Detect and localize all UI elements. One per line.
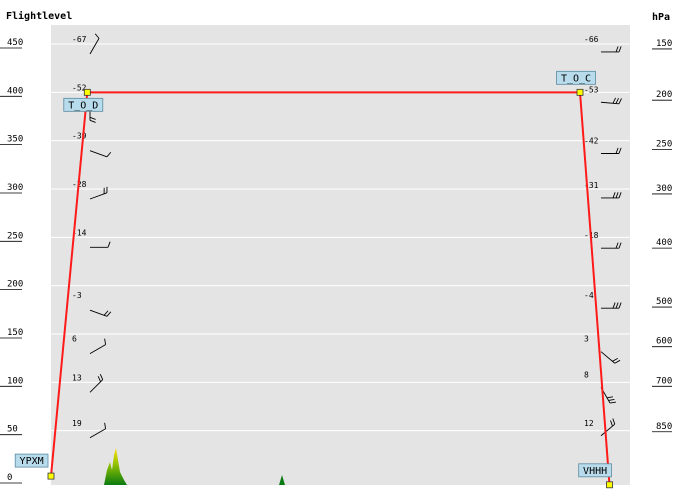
waypoint-marker (47, 472, 55, 480)
left-wind-barb (89, 38, 100, 55)
waypoint-label: VHHH (583, 466, 607, 477)
right-wind-barb (600, 423, 616, 437)
right-wind-barb-feather (609, 401, 616, 404)
right-wind-barb-feather (618, 302, 622, 309)
plot-background (51, 25, 630, 485)
right-wind-barb-feather (618, 192, 622, 199)
right-tick-label: 200 (656, 90, 672, 100)
left-tick-label: 0 (7, 473, 12, 483)
right-wind-barb-feather (612, 418, 616, 425)
left-tick-label: 250 (7, 231, 23, 241)
left-wind-barb (89, 428, 106, 439)
right-wind-barb-feather (612, 302, 616, 309)
left-wind-barb-feather (104, 422, 107, 429)
right-tick-label: 250 (656, 139, 672, 149)
left-tick-label: 100 (7, 376, 23, 386)
right-wind-barb-feather (614, 359, 621, 364)
temperature-label-right: 12 (584, 419, 594, 428)
left-wind-barb-feather (107, 241, 111, 248)
pressure-axis: 150 200 250 300 400 500 600 700 850 (652, 39, 672, 433)
left-wind-barb-feather (104, 338, 107, 345)
right-wind-barb-feather (612, 97, 616, 104)
temperature-label-right: -66 (584, 35, 599, 44)
right-tick-label: 850 (656, 422, 672, 432)
right-wind-barb-feather (612, 357, 618, 362)
right-wind-barb-feather (618, 242, 622, 249)
terrain-peak (104, 448, 127, 485)
right-tick-label: 700 (656, 376, 672, 386)
left-tick-label: 300 (7, 183, 23, 193)
left-wind-barb-feather (89, 119, 96, 123)
right-tick-label: 400 (656, 238, 672, 248)
right-wind-barb-feather (615, 192, 619, 199)
left-wind-barb-feather (106, 151, 112, 158)
right-wind-barb-feather (615, 46, 619, 53)
temperature-label-left: -67 (72, 35, 87, 44)
right-tick-label: 300 (656, 184, 672, 194)
temperature-label-left: -39 (72, 132, 87, 141)
flightlevel-axis-title: Flightlevel (6, 10, 72, 22)
left-wind-barb-feather (94, 33, 100, 39)
waypoint-marker (576, 88, 584, 96)
left-tick-label: 150 (7, 328, 23, 338)
pressure-axis-title: hPa (652, 12, 670, 23)
waypoint-label-box (556, 70, 596, 85)
right-wind-barb-feather (615, 242, 619, 249)
left-wind-barb-feather (103, 310, 109, 316)
temperature-label-right: -4 (584, 291, 594, 300)
temperature-label-left: -52 (72, 83, 87, 92)
terrain-profile (104, 448, 285, 485)
temperature-label-right: 3 (584, 335, 589, 344)
temperature-label-left: -14 (72, 228, 87, 237)
waypoint-label-box (63, 97, 104, 112)
left-wind-barb-feather (97, 376, 102, 382)
right-tick-label: 500 (656, 297, 672, 307)
left-tick-label: 400 (7, 86, 23, 96)
right-wind-barb-feather (615, 97, 619, 104)
wind-barbs (89, 33, 622, 439)
temperature-label-left: -3 (72, 291, 82, 300)
right-tick-label: 600 (656, 337, 672, 347)
left-wind-barb-feather (106, 311, 112, 317)
left-tick-label: 50 (7, 425, 18, 435)
waypoint-marker (606, 481, 613, 489)
waypoint-label-box (578, 463, 612, 478)
flightlevel-axis: 0 50 100 150 200 250 300 350 400 450 (0, 38, 23, 484)
gridlines (51, 43, 630, 432)
left-wind-barb (89, 344, 106, 355)
waypoint-label-box (14, 453, 49, 468)
temperature-label-right: -42 (584, 136, 599, 145)
left-tick-label: 200 (7, 280, 23, 290)
right-wind-barb-feather (618, 147, 622, 154)
waypoint-marker (83, 88, 91, 96)
temperature-label-right: 8 (584, 370, 589, 379)
right-wind-barb-feather (618, 98, 622, 105)
left-wind-barb-feather (99, 373, 104, 380)
right-wind-barb-feather (618, 46, 622, 53)
left-wind-barb (89, 150, 108, 158)
temperature-label-left: 13 (72, 373, 82, 382)
waypoint-label: T_O_C (561, 73, 591, 84)
right-wind-barb-feather (608, 399, 615, 401)
left-tick-label: 350 (7, 135, 23, 145)
temperature-label-left: 19 (72, 419, 82, 428)
temperature-label-right: -31 (584, 181, 599, 190)
waypoint-labels: YPXM T_O_D T_O_C VHHH (14, 70, 613, 489)
waypoint-label: T_O_D (68, 100, 98, 111)
temperature-label-left: 6 (72, 335, 77, 344)
left-wind-barb-feather (89, 116, 96, 120)
left-tick-label: 450 (7, 38, 23, 48)
temperature-label-right: -53 (584, 85, 599, 94)
right-wind-barb-feather (606, 396, 613, 399)
right-wind-barb-feather (615, 302, 619, 309)
route-line (50, 91, 611, 485)
route-line-group (50, 91, 611, 485)
terrain-ridge (279, 475, 285, 485)
right-wind-barb-feather (615, 147, 619, 154)
right-tick-label: 150 (656, 39, 672, 49)
right-wind-barb-feather (612, 192, 616, 199)
waypoint-label: YPXM (20, 456, 44, 467)
right-wind-barb-feather (610, 420, 613, 427)
